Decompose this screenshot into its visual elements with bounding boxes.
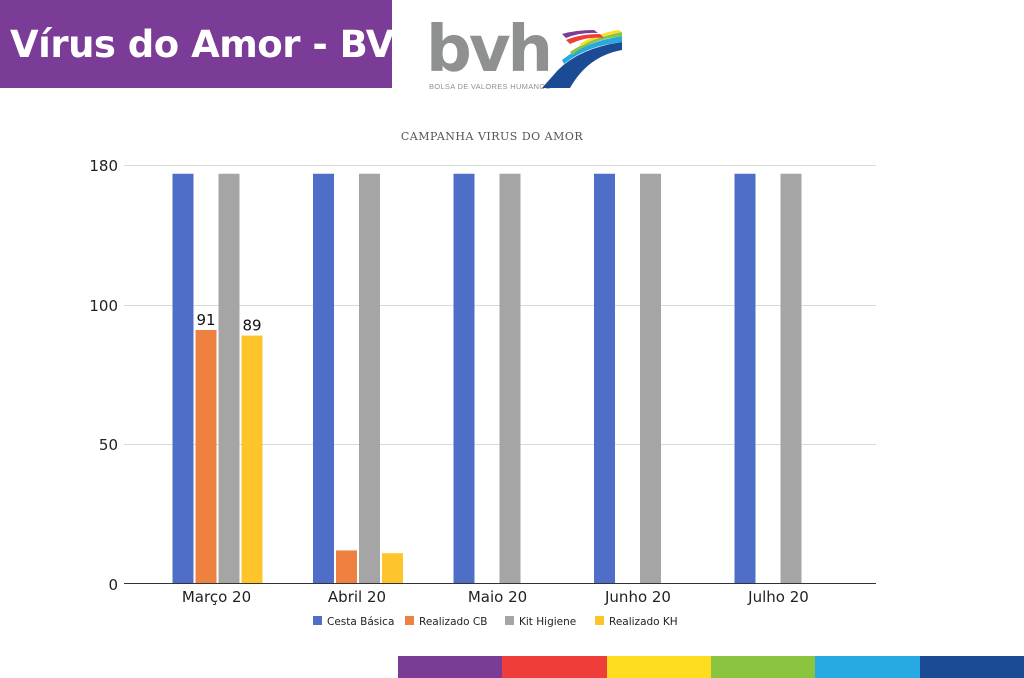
stripe-segment (710, 656, 816, 678)
bar (359, 173, 380, 584)
rainbow-stripe (398, 656, 1024, 678)
legend-label: Realizado CB (419, 616, 487, 628)
y-tick-label: 100 (89, 297, 118, 315)
bar (640, 173, 661, 584)
legend-label: Kit Higiene (519, 616, 576, 628)
y-tick-label: 0 (108, 576, 118, 594)
bar (780, 173, 802, 584)
bar (195, 330, 217, 584)
data-label: 89 (242, 317, 261, 335)
y-axis-ticks: 0 50 100 180 (89, 157, 118, 594)
bar (172, 173, 194, 584)
bar (313, 173, 334, 584)
stripe-segment (502, 656, 607, 678)
x-tick-label: Abril 20 (328, 588, 386, 606)
bar (382, 553, 403, 584)
chart-title: CAMPANHA VIRUS DO AMOR (401, 130, 584, 143)
stripe-segment (606, 656, 711, 678)
bvh-logo: bvh BOLSA DE VALORES HUMANOS (420, 18, 630, 94)
data-labels: 91 89 (196, 311, 261, 335)
bar (499, 173, 521, 584)
title-banner: Vírus do Amor - BVH (0, 0, 425, 88)
stripe-segment (398, 656, 503, 678)
page-title: Vírus do Amor - BVH (10, 22, 425, 66)
x-tick-label: Março 20 (182, 588, 251, 606)
bar (218, 173, 240, 584)
logo-wordmark: bvh (426, 13, 553, 87)
legend-swatch (595, 616, 604, 625)
bar (594, 173, 615, 584)
legend-swatch (505, 616, 514, 625)
chart-bars (172, 173, 802, 584)
legend-swatch (313, 616, 322, 625)
legend-label: Realizado KH (609, 616, 678, 628)
rainbow-swoosh-icon (542, 30, 622, 88)
legend-label: Cesta Básica (327, 616, 394, 628)
x-tick-label: Julho 20 (747, 588, 809, 606)
stripe-segment (919, 656, 1024, 678)
x-axis-ticks: Março 20 Abril 20 Maio 20 Junho 20 Julho 20 (182, 588, 809, 606)
x-tick-label: Maio 20 (468, 588, 527, 606)
bar (336, 550, 357, 584)
bar (734, 173, 756, 584)
y-tick-label: 180 (89, 157, 118, 175)
logo-tagline: BOLSA DE VALORES HUMANOS (429, 82, 551, 91)
bar (241, 335, 263, 584)
stripe-segment (815, 656, 920, 678)
x-tick-label: Junho 20 (604, 588, 671, 606)
y-tick-label: 50 (99, 436, 118, 454)
bar (453, 173, 475, 584)
data-label: 91 (196, 311, 215, 329)
chart-legend: Cesta Básica Realizado CB Kit Higiene Reali… (313, 616, 678, 628)
legend-swatch (405, 616, 414, 625)
